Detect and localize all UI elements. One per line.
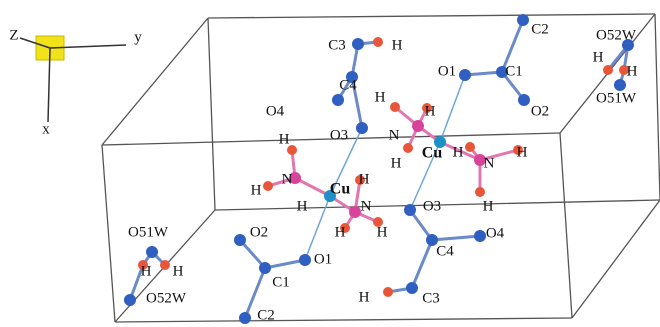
axis-label: x	[42, 121, 50, 137]
atom-label: C4	[339, 77, 357, 93]
atom-label: Cu	[330, 181, 351, 198]
atom-label: O52W	[146, 290, 187, 306]
atom-label: O3	[423, 198, 441, 214]
atom-label: C2	[257, 307, 275, 323]
atom-label: O51W	[128, 224, 169, 240]
atom-labels: C2 O52W C3 H O1 C1 H H O51W C4 H H O2 O4…	[128, 21, 638, 323]
atom-label: H	[453, 144, 464, 160]
atom-label: H	[483, 198, 494, 214]
bonds	[130, 20, 628, 318]
atom-label: C4	[436, 243, 454, 259]
atom-label: H	[279, 131, 290, 147]
atom-label: O2	[250, 224, 268, 240]
atom-label: H	[391, 155, 402, 171]
atom-label: O4	[486, 225, 505, 241]
atom-label: O1	[438, 63, 456, 79]
atom-label: C3	[422, 290, 440, 306]
atom-label: H	[359, 171, 370, 187]
atom-label: O4	[266, 103, 285, 119]
atom-label: H	[173, 263, 184, 279]
atom-label: N	[484, 155, 495, 171]
axis-label: Z	[9, 27, 18, 43]
atom-label: H	[627, 63, 638, 79]
atom-label: N	[389, 127, 400, 143]
atom-label: C1	[272, 274, 290, 290]
atom-label: H	[517, 144, 528, 160]
atom-label: H	[392, 37, 403, 53]
atom-label: H	[335, 224, 346, 240]
atom-label: N	[361, 198, 372, 214]
atom-label: O2	[531, 103, 549, 119]
atoms	[124, 14, 634, 324]
atom-label: N	[282, 171, 293, 187]
axis-label: y	[134, 29, 142, 45]
atom-label: H	[359, 289, 370, 305]
atom-label: H	[375, 89, 386, 105]
atom-label: O1	[314, 251, 332, 267]
atom-label: H	[141, 263, 152, 279]
atom-label: H	[425, 103, 436, 119]
atom-label: H	[593, 49, 604, 65]
atom-label: O52W	[596, 27, 637, 43]
atom-label: C3	[328, 37, 346, 53]
atom-label: H	[297, 198, 308, 214]
atom-label: C1	[505, 63, 523, 79]
atom-label: Cu	[422, 145, 443, 162]
atom-label: O51W	[596, 90, 637, 106]
atom-label: H	[251, 182, 262, 198]
structure-diagram: Z y x C2	[0, 0, 660, 327]
atom-label: C2	[531, 21, 549, 37]
unit-cell	[102, 14, 660, 322]
atom-label: H	[377, 224, 388, 240]
atom-label: O3	[330, 127, 348, 143]
